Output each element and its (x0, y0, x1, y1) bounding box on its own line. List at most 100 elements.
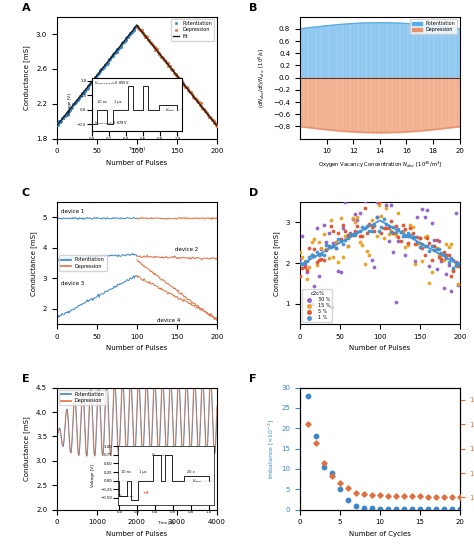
1 % (306, 253, 313, 262)
Point (320, 463, 328, 471)
Point (168, 64, 175, 73)
15 % (354, 212, 361, 221)
Point (176, 74, 183, 83)
Text: D: D (249, 188, 258, 198)
15 % (342, 232, 349, 241)
15 % (416, 239, 424, 248)
1 % (344, 233, 352, 242)
Point (98, 65, 106, 74)
30 % (409, 233, 416, 242)
Point (74, 96, 82, 105)
15 % (397, 228, 404, 237)
5 % (385, 223, 392, 232)
15 % (411, 259, 419, 268)
15 % (373, 232, 381, 240)
30 % (344, 241, 352, 250)
Point (108, 52, 116, 61)
30 % (356, 208, 364, 217)
Point (123, 33, 131, 42)
Point (96, 67, 103, 76)
30 % (308, 300, 316, 309)
5 % (450, 266, 457, 275)
15 % (404, 240, 411, 249)
Point (170, 68, 178, 77)
5 % (303, 265, 311, 274)
Point (440, 505, 447, 514)
Point (200, 105, 208, 114)
5 % (361, 203, 368, 212)
5 % (373, 213, 381, 222)
Point (72, 99, 79, 107)
Point (384, 505, 392, 514)
15 % (392, 230, 400, 239)
15 % (363, 247, 371, 256)
Point (60, 112, 68, 121)
1 % (330, 242, 337, 250)
Point (172, 69, 179, 78)
30 % (423, 206, 431, 215)
15 % (320, 230, 328, 239)
1 % (401, 232, 409, 240)
15 % (452, 261, 460, 270)
1 % (385, 222, 392, 230)
Point (169, 66, 177, 75)
Point (400, 505, 408, 514)
Point (158, 52, 165, 61)
30 % (378, 196, 385, 204)
1 % (356, 227, 364, 235)
Point (103, 59, 111, 68)
15 % (344, 242, 352, 250)
Point (130, 26, 137, 35)
1 % (361, 223, 368, 232)
1 % (371, 220, 378, 229)
Point (181, 80, 188, 89)
15 % (401, 243, 409, 252)
Y-axis label: $(dN_{disc}/dt)/N_{disc}$ [$10^6$/s]: $(dN_{disc}/dt)/N_{disc}$ [$10^6$/s] (257, 48, 267, 107)
Point (84, 81, 92, 90)
5 % (371, 227, 378, 236)
15 % (375, 201, 383, 209)
Point (448, 505, 456, 514)
15 % (325, 253, 332, 262)
1 % (404, 228, 411, 237)
1 % (419, 240, 426, 249)
1 % (342, 235, 349, 244)
Point (174, 73, 182, 81)
5 % (306, 244, 313, 253)
30 % (383, 200, 390, 209)
5 % (390, 228, 397, 237)
Point (157, 53, 165, 61)
Point (106, 54, 114, 63)
30 % (392, 297, 400, 306)
30 % (335, 267, 342, 276)
Point (336, 485, 344, 494)
Point (155, 49, 163, 58)
5 % (452, 258, 460, 266)
Point (360, 503, 368, 512)
5 % (322, 246, 330, 255)
Point (177, 77, 185, 86)
Point (173, 71, 181, 80)
Y-axis label: Conductance [mS]: Conductance [mS] (273, 231, 280, 295)
Point (185, 85, 192, 94)
Point (126, 30, 133, 39)
Point (392, 492, 400, 501)
1 % (301, 257, 309, 266)
5 % (433, 235, 440, 244)
15 % (409, 223, 416, 232)
5 % (380, 224, 388, 233)
Point (71, 99, 78, 107)
Point (154, 48, 162, 57)
Point (68, 103, 76, 112)
15 % (313, 261, 320, 270)
30 % (450, 256, 457, 265)
15 % (385, 229, 392, 238)
15 % (368, 216, 375, 224)
Point (136, 25, 144, 34)
5 % (428, 255, 436, 264)
5 % (365, 219, 373, 228)
15 % (303, 275, 311, 284)
1 % (303, 256, 311, 265)
1 % (414, 238, 421, 247)
15 % (426, 279, 433, 288)
